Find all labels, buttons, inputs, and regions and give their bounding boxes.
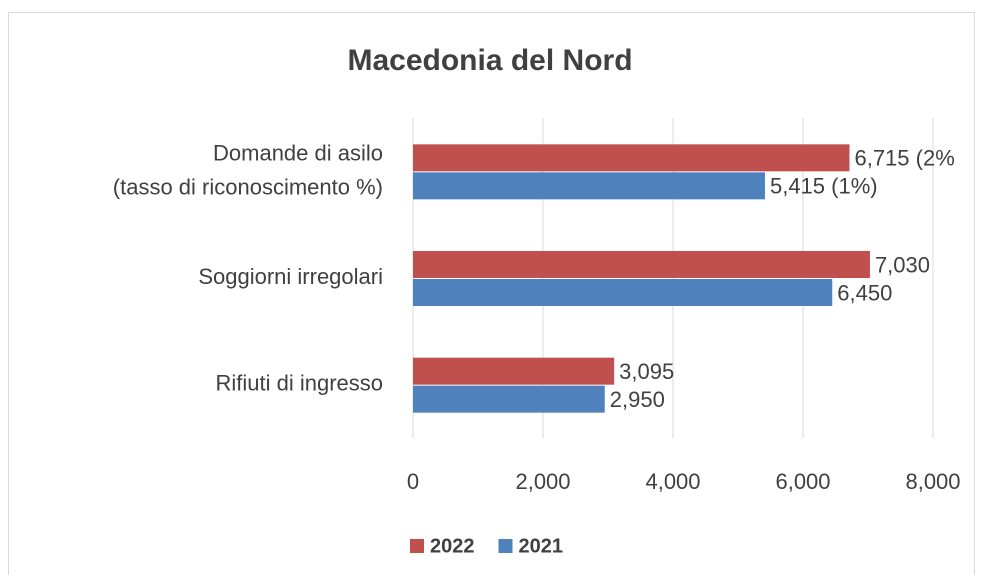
x-tick-label: 6,000 bbox=[775, 469, 830, 494]
x-tick-label: 0 bbox=[407, 469, 419, 494]
y-tick-label-line: Domande di asilo bbox=[213, 140, 383, 165]
legend-swatch bbox=[498, 539, 513, 553]
legend-label: 2021 bbox=[519, 535, 564, 557]
y-tick-label: Soggiorni irregolari bbox=[198, 264, 383, 289]
chart-title: Macedonia del Nord bbox=[347, 44, 632, 77]
value-label: 2,950 bbox=[610, 387, 665, 412]
y-tick-label: Rifiuti di ingresso bbox=[215, 370, 383, 395]
bar bbox=[413, 251, 870, 278]
x-tick-label: 8,000 bbox=[905, 469, 960, 494]
legend-label: 2022 bbox=[430, 535, 475, 557]
value-label: 6,715 (2% bbox=[854, 146, 954, 171]
bar bbox=[413, 385, 605, 413]
value-label: 6,450 bbox=[837, 280, 892, 305]
value-label: 3,095 bbox=[619, 359, 674, 384]
y-tick-label: Domande di asilo (tasso di riconoscimento… bbox=[113, 140, 383, 199]
bar bbox=[413, 279, 833, 306]
bar bbox=[413, 172, 765, 200]
bar bbox=[413, 144, 850, 172]
value-label: 5,415 (1%) bbox=[770, 174, 878, 199]
legend-swatch bbox=[410, 539, 424, 553]
y-tick-label-line: Rifiuti di ingresso bbox=[215, 370, 383, 395]
y-tick-label-line: (tasso di riconoscimento %) bbox=[113, 174, 383, 199]
x-tick-label: 4,000 bbox=[645, 469, 700, 494]
bar bbox=[413, 357, 615, 385]
value-label: 7,030 bbox=[875, 252, 930, 277]
x-tick-label: 2,000 bbox=[515, 469, 570, 494]
y-tick-label-line: Soggiorni irregolari bbox=[198, 264, 383, 289]
